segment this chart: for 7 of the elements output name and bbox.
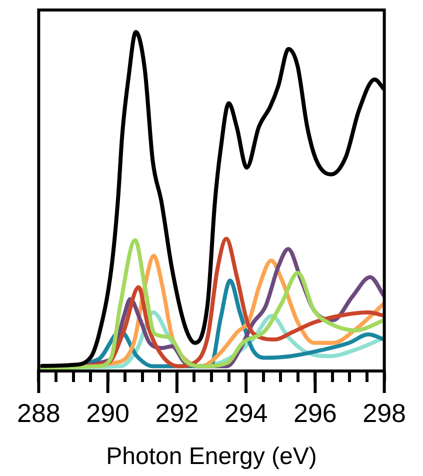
x-tick-label: 294	[224, 398, 268, 428]
x-tick-label: 288	[16, 398, 60, 428]
x-axis-title: Photon Energy (eV)	[106, 443, 317, 470]
x-tick-label: 292	[155, 398, 199, 428]
x-tick-label: 298	[362, 398, 406, 428]
x-tick-label: 290	[86, 398, 130, 428]
x-tick-label: 296	[293, 398, 337, 428]
